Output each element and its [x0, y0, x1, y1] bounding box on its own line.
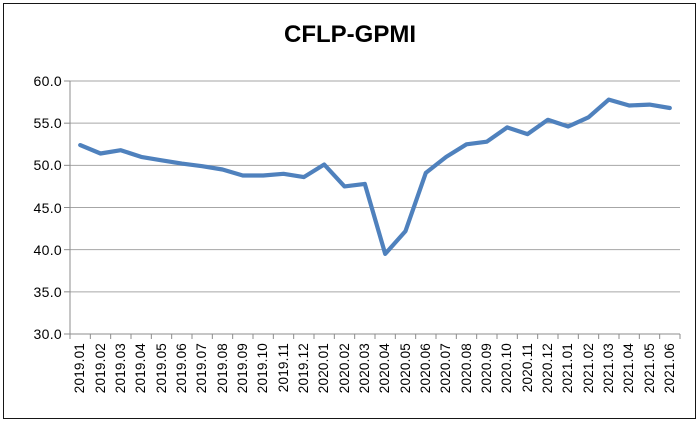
x-axis-label: 2021.04 — [621, 343, 637, 394]
x-axis-label: 2019.03 — [112, 343, 128, 394]
x-axis-label: 2021.01 — [560, 343, 576, 394]
y-axis-label: 30.0 — [33, 326, 62, 342]
x-axis-label: 2019.08 — [214, 343, 230, 394]
x-axis-label: 2019.09 — [234, 343, 250, 394]
x-axis-label: 2021.05 — [641, 343, 657, 394]
y-axis-label: 55.0 — [33, 115, 62, 132]
x-axis-label: 2020.02 — [336, 343, 352, 394]
x-axis-label: 2021.02 — [580, 343, 596, 394]
x-axis-label: 2020.01 — [316, 343, 332, 394]
x-axis-label: 2020.05 — [397, 343, 413, 394]
chart-title: CFLP-GPMI — [284, 21, 416, 48]
y-axis-label: 50.0 — [33, 157, 62, 174]
x-axis-label: 2020.11 — [519, 343, 535, 393]
x-axis-label: 2020.12 — [539, 343, 555, 394]
x-axis-label: 2020.06 — [417, 343, 433, 394]
x-axis-label: 2019.02 — [92, 343, 108, 394]
x-axis-label: 2020.08 — [458, 343, 474, 394]
x-axis-label: 2020.07 — [438, 343, 454, 394]
x-axis-label: 2021.03 — [600, 343, 616, 394]
x-axis-label: 2019.12 — [295, 343, 311, 394]
x-axis-label: 2019.01 — [72, 343, 88, 394]
x-axis-label: 2020.10 — [499, 343, 515, 394]
y-axis-label: 35.0 — [33, 283, 62, 300]
x-axis-label: 2020.03 — [356, 343, 372, 394]
x-axis-label: 2019.05 — [153, 343, 169, 394]
y-axis-label: 60.0 — [33, 73, 62, 89]
x-axis-label: 2021.06 — [661, 343, 677, 394]
y-axis-label: 45.0 — [33, 199, 62, 216]
x-axis-label: 2019.04 — [133, 343, 149, 394]
x-axis-label: 2019.06 — [173, 343, 189, 394]
y-axis-label: 40.0 — [33, 241, 62, 258]
series-line-cflp-gpmi — [78, 97, 672, 256]
x-axis-label: 2019.10 — [255, 343, 271, 394]
x-axis-label: 2019.07 — [194, 343, 210, 394]
x-axis-label: 2019.11 — [275, 343, 291, 393]
x-axis-label: 2020.09 — [478, 343, 494, 394]
x-axis-label: 2020.04 — [377, 343, 393, 394]
